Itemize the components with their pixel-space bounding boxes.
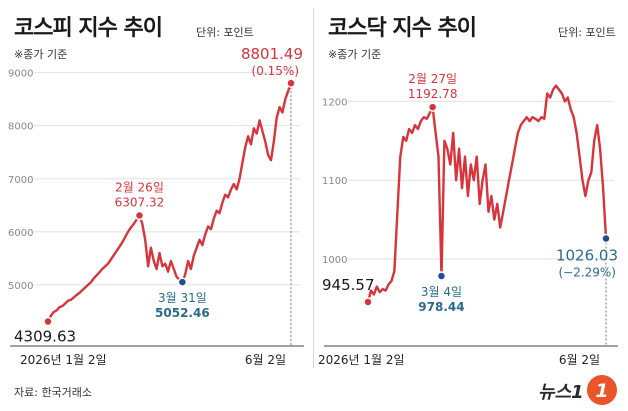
annotation-point — [134, 210, 145, 221]
logo-mark: 1 — [595, 380, 608, 402]
y-tick-label: 8000 — [8, 122, 33, 133]
kospi-line-chart: 5000 6000 7000 8000 9000 2026년 1월 2일 6월 2일 4309… — [8, 45, 304, 367]
x-start-label: 2026년 1월 2일 — [318, 353, 405, 367]
y-tick-label: 1100 — [322, 176, 347, 187]
y-tick-label: 7000 — [8, 175, 33, 186]
annotation-value: 4309.63 — [14, 328, 76, 346]
annotation-date: 3월 4일 — [421, 285, 462, 299]
annotation-value: 978.44 — [418, 300, 464, 314]
annotation-value: 5052.46 — [155, 306, 210, 320]
kosdaq-panel: 코스닥 지수 추이 단위: 포인트 ※종가 기준 1000 1100 1200 202… — [314, 0, 628, 375]
unit-label: 단위: 포인트 — [558, 26, 616, 39]
y-tick-label: 6000 — [8, 228, 33, 239]
chart-subtitle: ※종가 기준 — [14, 48, 68, 61]
annotation-value: 1026.03 — [556, 247, 618, 265]
unit-label: 단위: 포인트 — [196, 26, 254, 39]
annotation-point — [43, 316, 53, 327]
kosdaq-line-chart: 1000 1100 1200 2026년 1월 2일 6월 2일 945.57 2월 27일… — [318, 72, 618, 367]
annotation-change: (0.15%) — [252, 64, 299, 78]
x-end-label: 6월 2일 — [245, 353, 286, 367]
series-line — [366, 84, 608, 303]
x-end-label: 6월 2일 — [559, 353, 600, 367]
annotation-point — [427, 102, 438, 112]
y-tick-label: 1000 — [322, 255, 347, 266]
annotation-value: 8801.49 — [241, 45, 303, 63]
annotation-date: 2월 27일 — [408, 72, 457, 86]
annotation-point — [436, 271, 447, 281]
chart-title: 코스닥 지수 추이 — [328, 16, 477, 41]
logo-circle-icon — [587, 375, 617, 405]
annotation-point — [601, 233, 611, 244]
annotation-value: 945.57 — [322, 276, 375, 294]
source-note: 자료: 한국거래소 — [14, 386, 93, 399]
y-tick-label: 1200 — [322, 97, 347, 108]
annotation-date: 3월 31일 — [158, 291, 207, 305]
y-tick-label: 9000 — [8, 69, 33, 80]
annotation-value: 1192.78 — [408, 87, 458, 101]
chart-title: 코스피 지수 추이 — [14, 16, 163, 41]
annotation-change: (−2.29%) — [558, 266, 616, 280]
y-tick-label: 5000 — [8, 281, 33, 292]
x-start-label: 2026년 1월 2일 — [20, 353, 107, 367]
news1-logo: 뉴스1 1 — [538, 375, 617, 405]
kospi-panel: 코스피 지수 추이 단위: 포인트 ※종가 기준 5000 6000 7000 800… — [0, 0, 314, 375]
annotation-point — [286, 78, 296, 88]
annotation-point — [177, 277, 188, 287]
annotation-date: 2월 26일 — [115, 181, 164, 195]
series-line — [46, 82, 293, 323]
annotation-point — [363, 297, 373, 307]
annotation-value: 6307.32 — [115, 196, 165, 210]
logo-text: 뉴스1 — [538, 382, 584, 403]
chart-subtitle: ※종가 기준 — [328, 48, 382, 61]
panel-divider — [313, 8, 314, 368]
